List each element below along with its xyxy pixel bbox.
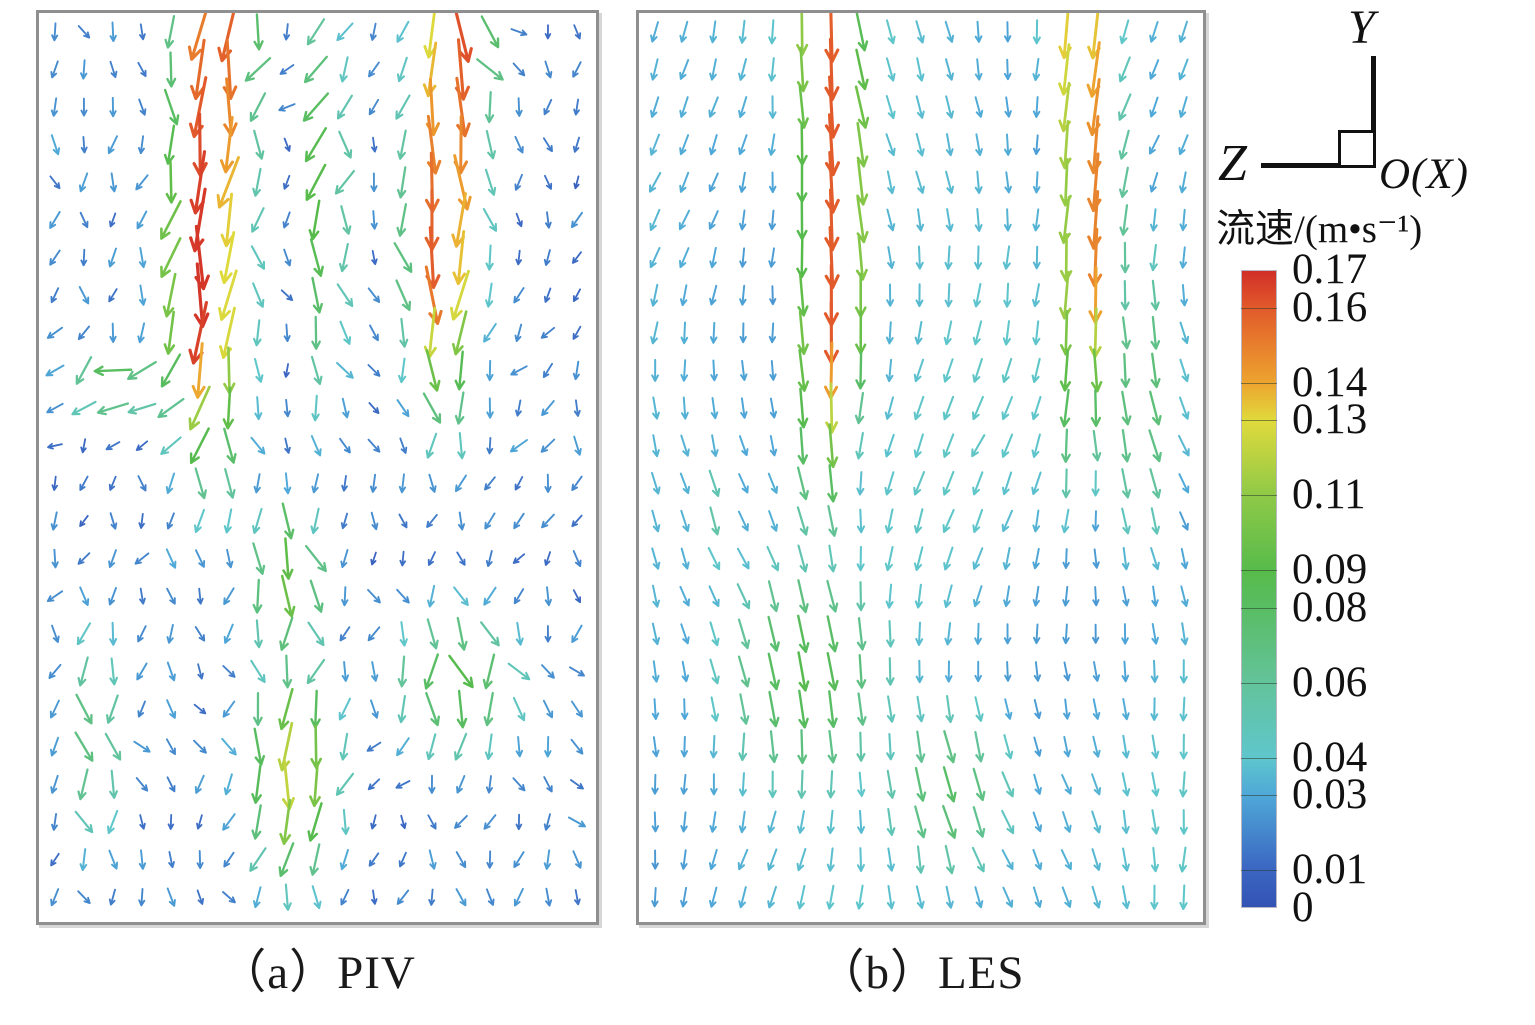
piv-vector-field <box>39 13 590 916</box>
caption-piv: （a）PIV <box>219 947 416 999</box>
colorbar <box>1241 270 1277 908</box>
colorbar-tick-label: 0.17 <box>1292 246 1368 293</box>
caption-les: （b）LES <box>817 947 1025 999</box>
axis-origin-label: O(X) <box>1379 151 1469 198</box>
colorbar-tick-label: 0.01 <box>1292 846 1368 893</box>
colorbar-tick <box>1241 308 1277 309</box>
piv-panel <box>36 10 599 925</box>
colorbar-tick-label: 0.09 <box>1292 546 1368 593</box>
axis-y-line <box>1371 56 1376 168</box>
colorbar-tick-label: 0.16 <box>1292 284 1368 331</box>
axis-y-label: Y <box>1348 1 1375 54</box>
colorbar-tick <box>1241 495 1277 496</box>
colorbar-tick-label: 0.03 <box>1292 771 1368 818</box>
colorbar-tick-label: 0.06 <box>1292 659 1368 706</box>
axis-z-line <box>1261 163 1376 168</box>
les-panel <box>636 10 1206 925</box>
colorbar-tick-label: 0.04 <box>1292 734 1368 781</box>
colorbar-tick <box>1241 870 1277 871</box>
colorbar-tick-label: 0.11 <box>1292 471 1366 518</box>
colorbar-tick-label: 0 <box>1292 884 1314 931</box>
colorbar-tick <box>1241 683 1277 684</box>
colorbar-title: 流速/(m•s⁻¹) <box>1216 208 1423 251</box>
colorbar-tick <box>1241 608 1277 609</box>
colorbar-tick <box>1241 383 1277 384</box>
colorbar-tick-label: 0.08 <box>1292 584 1368 631</box>
colorbar-tick <box>1241 420 1277 421</box>
colorbar-tick <box>1241 758 1277 759</box>
axis-z-label: Z <box>1218 135 1247 192</box>
colorbar-tick <box>1241 795 1277 796</box>
les-vector-field <box>639 13 1197 916</box>
colorbar-tick-label: 0.13 <box>1292 396 1368 443</box>
right-angle-marker-icon <box>1338 130 1376 168</box>
colorbar-tick-label: 0.14 <box>1292 359 1368 406</box>
colorbar-tick <box>1241 570 1277 571</box>
